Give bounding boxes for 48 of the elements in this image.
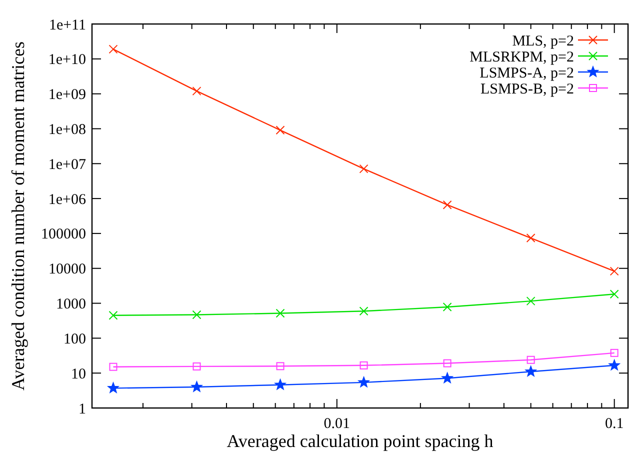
y-tick-label: 100000: [41, 226, 86, 243]
x-tick-label: 0.01: [324, 416, 350, 432]
y-tick-label: 1e+10: [48, 52, 86, 68]
point: [608, 360, 620, 370]
point: [276, 126, 285, 135]
point: [108, 310, 118, 320]
point: [358, 376, 370, 388]
point: [276, 308, 285, 318]
point: [192, 86, 202, 96]
point: [526, 234, 536, 243]
point: [442, 372, 453, 383]
point: [359, 164, 368, 174]
point: [442, 302, 452, 312]
point: [274, 379, 286, 390]
point: [360, 361, 368, 370]
point: [108, 382, 119, 393]
point: [359, 306, 368, 316]
point: [525, 366, 536, 376]
point: [108, 44, 118, 54]
point: [610, 266, 619, 276]
point: [526, 356, 535, 364]
y-tick-label: 1e+08: [48, 122, 86, 138]
point: [610, 348, 618, 357]
y-tick-label: 10000: [48, 262, 86, 278]
x-axis-title: Averaged calculation point spacing h: [226, 431, 494, 451]
point: [610, 290, 619, 299]
point: [192, 310, 202, 320]
y-tick-label: 100: [64, 331, 86, 348]
y-tick-label: 10: [71, 366, 86, 382]
y-axis-title: Averaged condition number of moment matrices: [8, 41, 28, 391]
y-tick-label: 1e+07: [48, 156, 86, 173]
y-tick-label: 1e+06: [48, 192, 86, 208]
x-tick-label: 0.1: [604, 416, 624, 432]
y-tick-label: 1: [78, 401, 86, 418]
legend-label: MLS, p=2: [512, 33, 574, 50]
point: [442, 200, 452, 210]
y-tick-label: 1e+11: [48, 17, 86, 34]
point: [526, 296, 536, 306]
point: [443, 359, 452, 368]
point: [109, 362, 118, 371]
legend-label: LSMPS-A, p=2: [480, 65, 574, 82]
legend-label: MLSRKPM, p=2: [470, 49, 574, 66]
point: [192, 362, 201, 370]
y-tick-label: 1e+09: [48, 87, 86, 104]
legend-label: LSMPS-B, p=2: [480, 81, 574, 98]
point: [191, 381, 202, 392]
point: [276, 362, 284, 370]
y-tick-label: 1000: [56, 296, 86, 313]
